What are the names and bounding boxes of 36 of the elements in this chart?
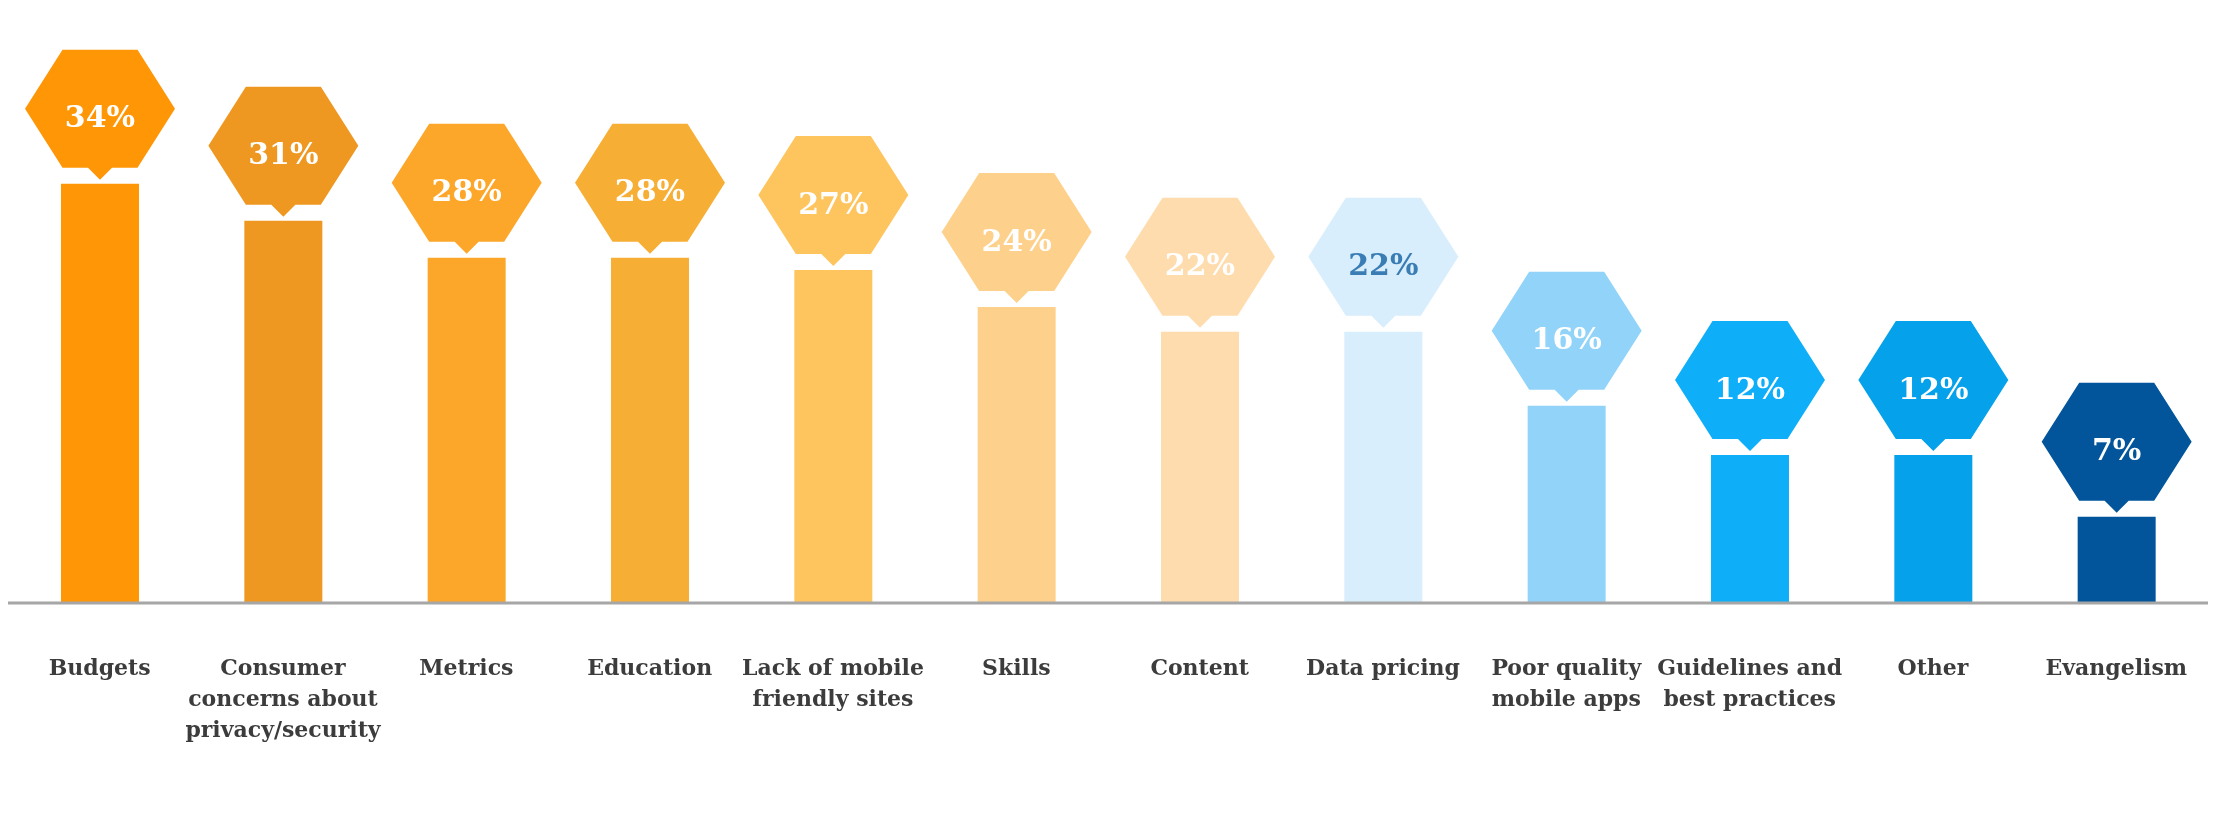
bar bbox=[2077, 516, 2156, 603]
data-label: 7% bbox=[2091, 432, 2142, 468]
bar bbox=[244, 220, 323, 603]
data-label: 34% bbox=[64, 99, 136, 135]
data-label: 16% bbox=[1531, 321, 1602, 357]
data-label: 31% bbox=[248, 136, 319, 172]
x-tick-label: Content bbox=[1150, 653, 1250, 680]
x-tick-label: Education bbox=[587, 653, 713, 680]
x-tick-label: Other bbox=[1897, 653, 1969, 680]
data-label: 12% bbox=[1714, 370, 1786, 406]
bar bbox=[794, 270, 873, 603]
bar bbox=[1344, 331, 1423, 603]
data-label: 28% bbox=[431, 173, 502, 209]
x-tick-label: Metrics bbox=[419, 653, 514, 680]
x-tick-label: Data pricing bbox=[1306, 653, 1460, 680]
x-tick-label: Budgets bbox=[48, 653, 151, 680]
data-label: 27% bbox=[798, 185, 869, 221]
x-tick-label: Evangelism bbox=[2045, 653, 2188, 680]
bar bbox=[1161, 331, 1239, 603]
x-tick-label: Consumer concerns about privacy/security bbox=[185, 653, 382, 742]
bar bbox=[61, 183, 139, 603]
bar bbox=[427, 257, 506, 603]
data-label: 24% bbox=[981, 222, 1052, 258]
data-label: 22% bbox=[1164, 247, 1236, 283]
data-label: 12% bbox=[1898, 370, 1969, 406]
x-tick-label: Guidelines and best practices bbox=[1657, 653, 1843, 711]
bar bbox=[977, 307, 1056, 603]
x-tick-label: Poor quality mobile apps bbox=[1491, 653, 1643, 711]
x-tick-label: Lack of mobile friendly sites bbox=[742, 653, 924, 711]
bar bbox=[611, 257, 689, 603]
bar bbox=[1711, 455, 1789, 603]
x-tick-label: Skills bbox=[982, 653, 1051, 680]
data-label: 22% bbox=[1348, 247, 1419, 283]
data-label: 28% bbox=[614, 173, 686, 209]
bar bbox=[1894, 455, 1973, 603]
bar bbox=[1527, 405, 1606, 603]
